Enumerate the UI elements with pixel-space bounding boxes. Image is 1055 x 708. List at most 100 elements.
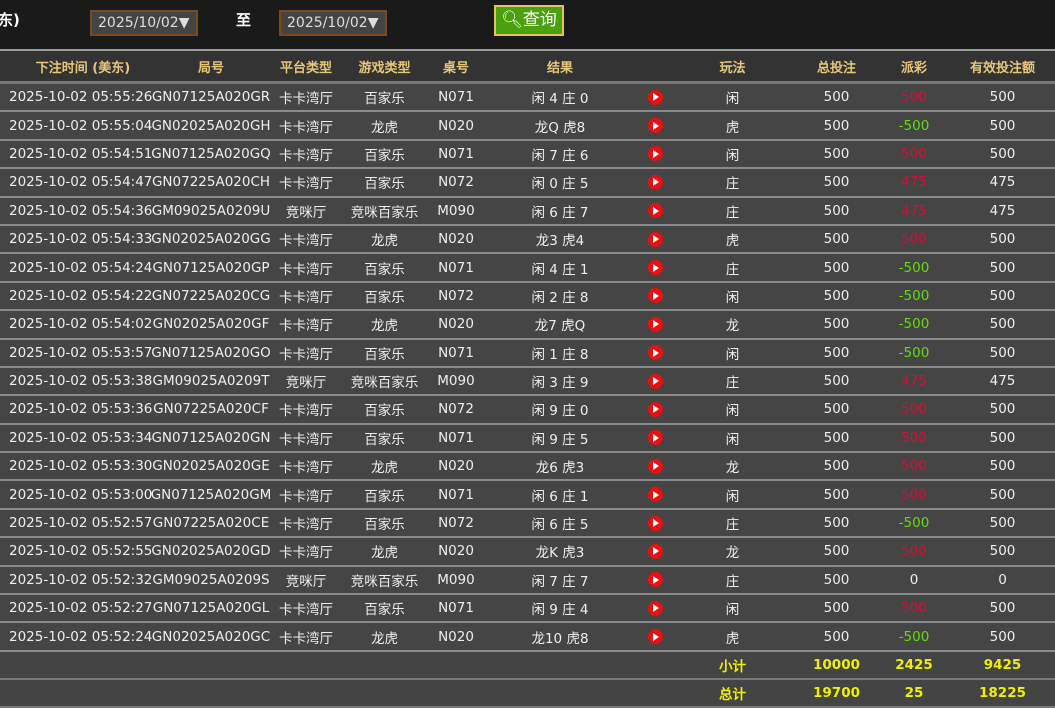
play-video-icon[interactable] xyxy=(647,401,663,417)
game-type-cell: 龙虎 xyxy=(337,452,432,482)
column-header[interactable]: 桌号 xyxy=(432,51,480,84)
play-video-icon[interactable] xyxy=(647,373,663,389)
column-header[interactable]: 游戏类型 xyxy=(337,51,432,84)
replay-button[interactable] xyxy=(640,622,670,652)
game-type-cell: 百家乐 xyxy=(337,423,432,454)
replay-button[interactable] xyxy=(640,565,670,596)
query-button[interactable]: 🔍︎查询 xyxy=(494,5,564,36)
round-id-cell: GN07225A020CE xyxy=(147,508,275,539)
play-video-icon[interactable] xyxy=(647,572,663,588)
play-video-icon[interactable] xyxy=(647,174,663,190)
subtotal-label: 小计 xyxy=(670,650,795,680)
play-video-icon[interactable] xyxy=(647,600,663,616)
replay-button[interactable] xyxy=(640,111,670,141)
from-date-select[interactable]: 2025/10/02▼ xyxy=(90,10,198,36)
replay-button[interactable] xyxy=(640,196,670,226)
column-header[interactable]: 结果 xyxy=(480,51,640,84)
bet-type-cell: 闲 xyxy=(670,395,795,425)
replay-button[interactable] xyxy=(640,508,670,539)
replay-button[interactable] xyxy=(640,480,670,510)
table-number-cell: N071 xyxy=(432,594,480,624)
total-bet-cell: 500 xyxy=(795,366,878,397)
valid-bet-cell: 0 xyxy=(950,565,1055,596)
round-id-cell: GN07225A020CG xyxy=(147,281,275,312)
bet-time-cell: 2025-10-02 05:55:04 xyxy=(0,111,152,141)
valid-bet-cell: 475 xyxy=(950,366,1055,397)
table-row: 2025-10-02 05:53:38 GM09025A0209T 竞咪厅 竞咪百家乐… xyxy=(0,366,1055,397)
replay-button[interactable] xyxy=(640,139,670,170)
replay-button[interactable] xyxy=(640,594,670,624)
table-row: 2025-10-02 05:54:47 GN07225A020CH 卡卡湾厅 百家乐 N… xyxy=(0,168,1055,198)
result-cell: 闲 4 庄 1 xyxy=(480,253,640,283)
round-id-cell: GN02025A020GH xyxy=(147,111,275,141)
column-header[interactable]: 局号 xyxy=(147,51,275,84)
table-row: 2025-10-02 05:53:30 GN02025A020GE 卡卡湾厅 龙虎 N0… xyxy=(0,452,1055,482)
result-cell: 闲 9 庄 0 xyxy=(480,395,640,425)
replay-button[interactable] xyxy=(640,338,670,368)
table-row: 2025-10-02 05:54:36 GM09025A0209U 竞咪厅 竞咪百家乐… xyxy=(0,196,1055,226)
replay-button[interactable] xyxy=(640,82,670,113)
payout-cell: 500 xyxy=(878,537,950,567)
play-video-icon[interactable] xyxy=(647,260,663,276)
bet-type-cell: 龙 xyxy=(670,537,795,567)
column-header[interactable]: 派彩 xyxy=(878,51,950,84)
replay-button[interactable] xyxy=(640,310,670,340)
column-header[interactable]: 平台类型 xyxy=(275,51,337,84)
replay-button[interactable] xyxy=(640,281,670,312)
play-video-icon[interactable] xyxy=(647,203,663,219)
play-video-icon[interactable] xyxy=(647,543,663,559)
play-video-icon[interactable] xyxy=(647,430,663,446)
play-video-icon[interactable] xyxy=(647,89,663,105)
platform-type-cell: 卡卡湾厅 xyxy=(275,281,337,312)
replay-button[interactable] xyxy=(640,224,670,255)
play-video-icon[interactable] xyxy=(647,231,663,247)
total-bet-cell: 500 xyxy=(795,395,878,425)
payout-cell: -500 xyxy=(878,622,950,652)
replay-button[interactable] xyxy=(640,366,670,397)
play-video-icon[interactable] xyxy=(647,288,663,304)
bet-time-cell: 2025-10-02 05:53:57 xyxy=(0,338,152,368)
valid-bet-cell: 500 xyxy=(950,480,1055,510)
replay-button[interactable] xyxy=(640,537,670,567)
play-video-icon[interactable] xyxy=(647,345,663,361)
payout-cell: -500 xyxy=(878,508,950,539)
bet-time-cell: 2025-10-02 05:52:27 xyxy=(0,594,152,624)
bet-type-cell: 闲 xyxy=(670,139,795,170)
table-row: 2025-10-02 05:54:33 GN02025A020GG 卡卡湾厅 龙虎 N0… xyxy=(0,224,1055,255)
play-video-icon[interactable] xyxy=(647,487,663,503)
platform-type-cell: 卡卡湾厅 xyxy=(275,395,337,425)
column-header[interactable]: 玩法 xyxy=(670,51,795,84)
table-row: 2025-10-02 05:52:57 GN07225A020CE 卡卡湾厅 百家乐 N… xyxy=(0,508,1055,539)
result-cell: 闲 6 庄 7 xyxy=(480,196,640,226)
replay-button[interactable] xyxy=(640,452,670,482)
play-video-icon[interactable] xyxy=(647,146,663,162)
play-video-icon[interactable] xyxy=(647,515,663,531)
play-video-icon[interactable] xyxy=(647,316,663,332)
play-video-icon[interactable] xyxy=(647,629,663,645)
game-type-cell: 百家乐 xyxy=(337,82,432,113)
bet-type-cell: 闲 xyxy=(670,594,795,624)
column-header[interactable]: 下注时间 (美东) xyxy=(0,51,147,84)
replay-button[interactable] xyxy=(640,253,670,283)
total-bet-cell: 500 xyxy=(795,196,878,226)
subtotal-total-bet: 10000 xyxy=(795,650,878,680)
result-cell: 龙7 虎Q xyxy=(480,310,640,340)
round-id-cell: GN02025A020GG xyxy=(147,224,275,255)
bet-type-cell: 闲 xyxy=(670,423,795,454)
bet-time-cell: 2025-10-02 05:52:55 xyxy=(0,537,152,567)
play-video-icon[interactable] xyxy=(647,458,663,474)
table-number-cell: N071 xyxy=(432,423,480,454)
column-header[interactable]: 总投注 xyxy=(795,51,878,84)
replay-button[interactable] xyxy=(640,423,670,454)
to-date-select[interactable]: 2025/10/02▼ xyxy=(279,10,387,36)
round-id-cell: GN07125A020GN xyxy=(147,423,275,454)
table-number-cell: N020 xyxy=(432,537,480,567)
replay-button[interactable] xyxy=(640,168,670,198)
bet-type-cell: 龙 xyxy=(670,452,795,482)
replay-button[interactable] xyxy=(640,395,670,425)
table-row: 2025-10-02 05:55:26 GN07125A020GR 卡卡湾厅 百家乐 N… xyxy=(0,82,1055,113)
column-header[interactable]: 有效投注额 xyxy=(950,51,1055,84)
round-id-cell: GN02025A020GF xyxy=(147,310,275,340)
play-video-icon[interactable] xyxy=(647,118,663,134)
column-header[interactable] xyxy=(640,51,670,84)
